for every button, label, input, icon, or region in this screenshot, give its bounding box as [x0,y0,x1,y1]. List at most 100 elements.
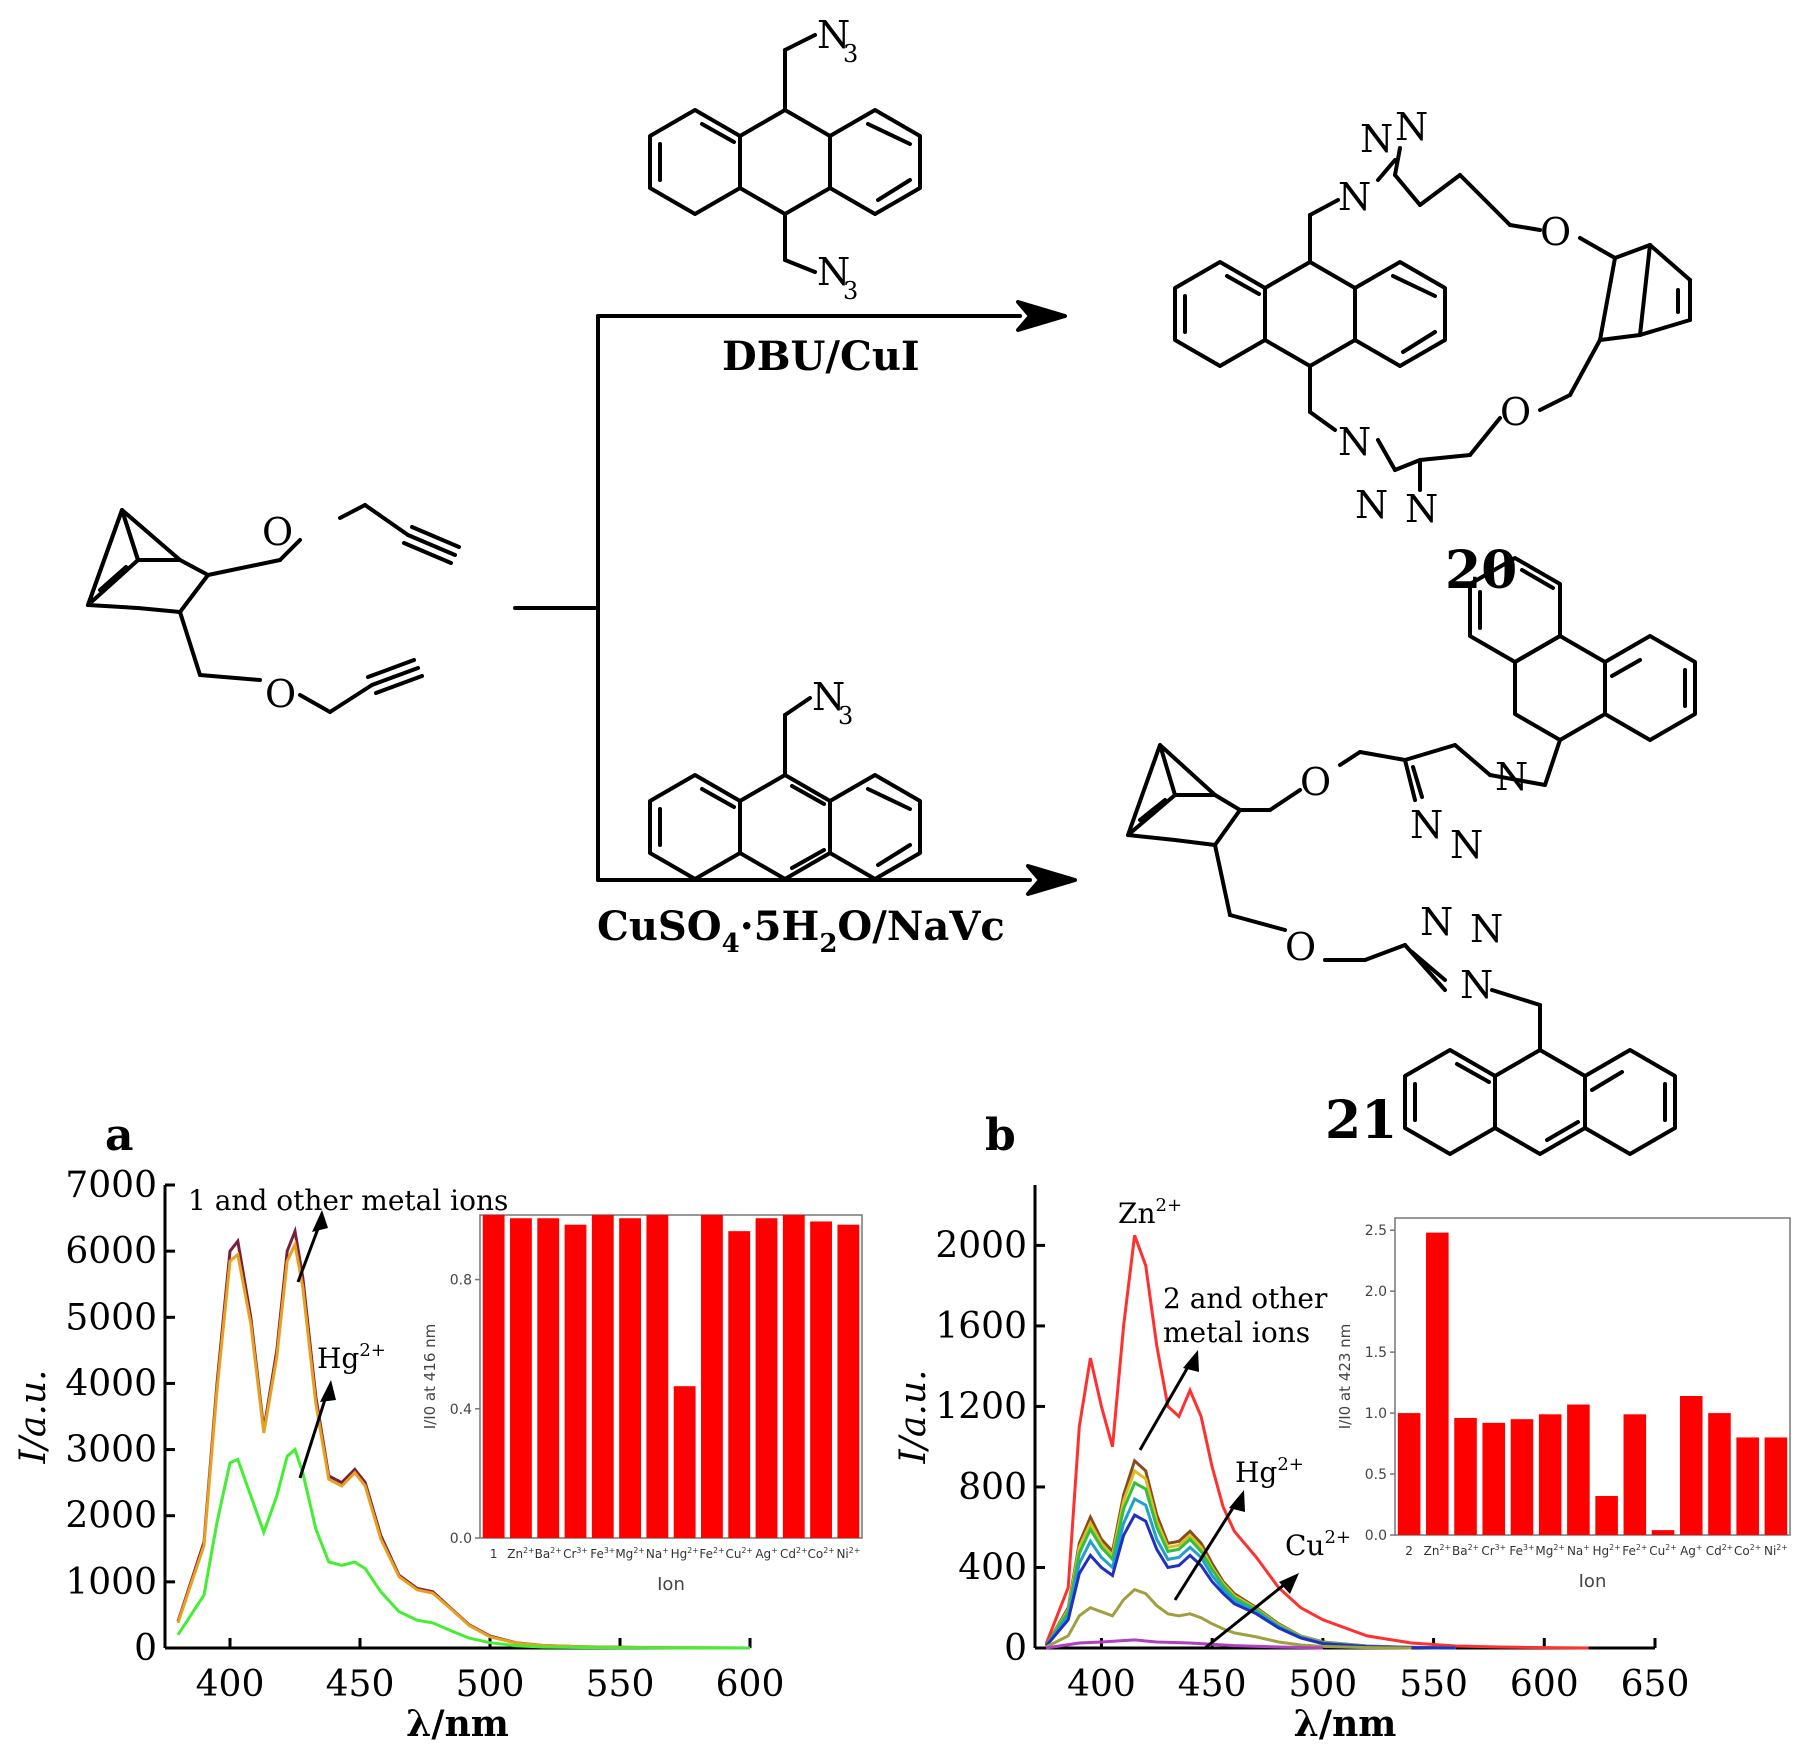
y-tick-label: 800 [958,1467,1027,1508]
inset-category-label: Ba2+ [535,1546,562,1561]
inset-category-label: Ag+ [1680,1543,1702,1558]
inset-frame [479,1214,863,1539]
atom-n: N [1460,963,1493,1007]
inset-category-label: Ag+ [755,1546,777,1561]
spectrum-line [1044,1234,1589,1650]
inset-bar [1426,1232,1449,1535]
annotations: 1 and other metal ions Hg2+ [188,1184,508,1479]
x-tick-label: 600 [716,1664,785,1705]
spectrum-line [176,1239,751,1650]
annotation-label: 2 and other [1163,1282,1328,1315]
arrow-head [1183,1350,1199,1372]
inset-category-label: Na+ [646,1546,669,1561]
atom-n: N [817,13,850,57]
inset-bar [510,1218,532,1538]
x-axis-label: λ/nm [1294,1703,1397,1745]
arrow-head [320,1380,336,1402]
y-tick-label: 0 [134,1628,157,1669]
x-tick-label: 500 [1288,1664,1357,1705]
atom-n: N [1405,487,1438,531]
inset-bar [1679,1396,1703,1535]
arrow-head [312,1210,328,1232]
inset-bar [564,1224,587,1538]
inset-category-label: Co2+ [1734,1543,1761,1558]
annotation-label: 1 and other metal ions [188,1184,508,1217]
y-tick-label: 2000 [935,1225,1027,1266]
inset-category-label: Cd2+ [780,1546,808,1561]
inset-bar [837,1224,860,1538]
y-tick-label: 4000 [65,1363,157,1404]
inset-bar [646,1215,669,1538]
atom-n: N [1338,175,1371,219]
x-tick-label: 450 [326,1664,395,1705]
y-tick-label: 6000 [65,1231,157,1272]
arrow-head [1279,1573,1299,1594]
inset-bar [1510,1419,1534,1535]
atom-n: N [1450,823,1483,867]
spectra-lines [176,1225,751,1650]
spectrum-line [1044,1513,1456,1650]
annotation-hg: Hg2+ [317,1340,386,1375]
inset-category-label: Na+ [1567,1543,1590,1558]
inset-bar [673,1386,696,1538]
atom-n: N [1395,105,1428,149]
inset-category-label: Mg2+ [615,1546,644,1561]
x-tick-label: 650 [1621,1664,1690,1705]
inset-bar [1538,1414,1562,1535]
y-tick-label: 3000 [65,1430,157,1471]
arrow-head-bottom [1026,864,1077,896]
annotations: Zn2+ 2 and other metal ions Hg2+ Cu2+ [1118,1195,1351,1650]
panel-b-chart: b 400 450 500 550 600 650 0 400 800 1200 1600 2000 λ… [893,1110,1791,1745]
inset-bar [591,1215,614,1538]
inset-bar [1651,1530,1675,1535]
compound-20-label: 20 [1445,540,1517,601]
spectra-lines [1044,1234,1589,1650]
axes: 400 450 500 550 600 650 0 400 800 1200 1600 2000 λ/n… [893,1185,1689,1745]
inset-bar [1482,1422,1506,1535]
y-tick-label: 7000 [65,1165,157,1206]
atom-n: N [1410,803,1443,847]
atom-subscript: 3 [838,702,853,730]
spectrum-line [1045,1638,1323,1650]
atom-n: N [1338,420,1371,464]
y-tick-label: 1200 [935,1386,1027,1427]
annotation-arrow [1138,1359,1194,1451]
inset-bar [701,1215,723,1538]
inset-bar [482,1215,505,1538]
inset-bar [1595,1495,1618,1535]
atom-o: O [1300,760,1331,804]
atom-n: N [1470,907,1503,951]
reaction-scheme [86,33,1697,1156]
x-tick-label: 550 [1399,1664,1468,1705]
atom-subscript: 3 [843,40,858,68]
atom-n: N [1495,755,1528,799]
annotation-zn: Zn2+ [1118,1195,1182,1230]
inset-y-label: I/I0 at 416 nm [421,1324,439,1430]
inset-frame [1394,1217,1791,1536]
inset-bar-chart: 0.0 0.4 0.8 1 Zn2+ Ba2+ Cr3+ Fe3+ Mg2+ Na+ Hg2+ Fe2… [421,1214,863,1595]
inset-category-label: Zn2+ [1424,1543,1451,1558]
reagent-bottom-label: CuSO4·5H2O/NaVc [597,903,1005,959]
inset-category-label: Fe2+ [699,1546,724,1561]
panel-label: b [985,1110,1016,1161]
product-21-structure [1126,556,1697,1156]
inset-category-label: 2 [1405,1544,1413,1558]
inset-category-label: Ni2+ [1764,1543,1788,1558]
inset-bar [1567,1404,1590,1535]
reagent-azidomethyl-anthracene [648,696,922,881]
y-axis-label: I/a.u. [13,1370,54,1465]
atom-o: O [1285,925,1316,969]
y-tick-label: 400 [958,1547,1027,1588]
inset-y-tick-label: 2.5 [1365,1223,1387,1239]
y-tick-label: 1600 [935,1306,1027,1347]
atom-n: N [1360,117,1393,161]
inset-category-label: Cu2+ [725,1546,752,1561]
atom-n: N [1355,483,1388,527]
axes: 400 450 500 550 6000100020003000400050006000… [13,1165,784,1745]
inset-category-label: Fe2+ [1622,1543,1647,1558]
spectrum-line [176,1447,751,1650]
scheme-atom-labels: O O N 3 N 3 N 3 N N N O O N N N O N N N … [262,13,1571,1007]
product-20-structure [1173,146,1692,492]
inset-bar [619,1218,641,1538]
